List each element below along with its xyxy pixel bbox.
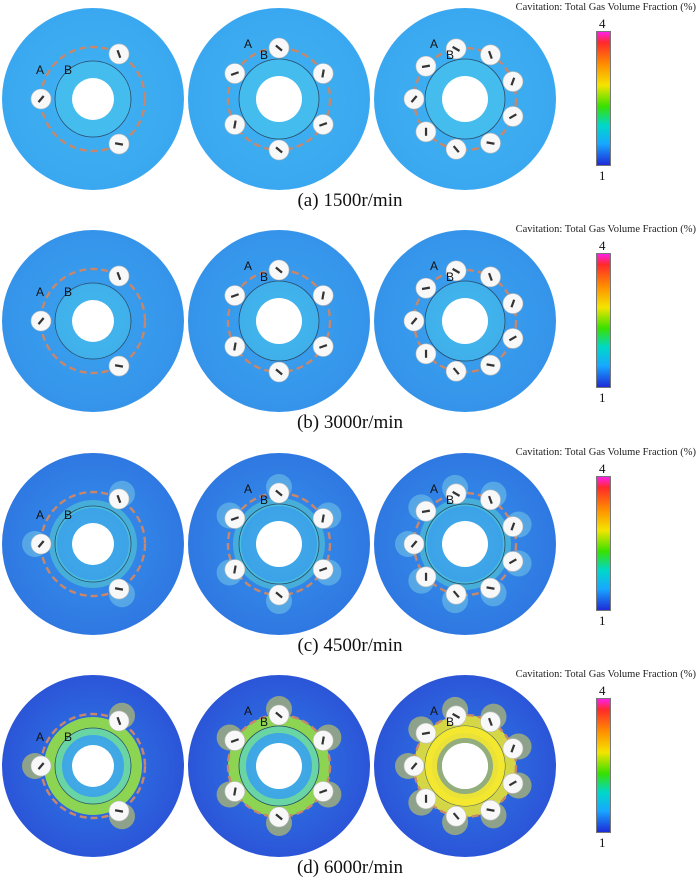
label-b: B (260, 270, 268, 284)
label-a: A (430, 704, 438, 718)
caption-c: (c) 4500r/min (297, 635, 403, 656)
colorbar-title-c: Cavitation: Total Gas Volume Fraction (%… (515, 447, 696, 458)
colorbar-b (596, 253, 611, 388)
caption-a: (a) 1500r/min (297, 190, 403, 211)
label-a: A (430, 259, 438, 273)
disc-2-2: AB (374, 453, 556, 635)
label-a: A (36, 508, 44, 522)
label-b: B (446, 48, 454, 62)
disc-3-2: AB (374, 675, 556, 857)
label-b: B (260, 715, 268, 729)
label-a: A (244, 37, 252, 51)
colorbar-title-b: Cavitation: Total Gas Volume Fraction (%… (515, 224, 696, 235)
caption-d: (d) 6000r/min (296, 857, 404, 878)
disc-3-1: AB (188, 675, 370, 857)
colorbar-min-d: 1 (599, 835, 606, 850)
disc-1-2: AB (374, 230, 556, 412)
label-a: A (430, 37, 438, 51)
colorbar-title-d: Cavitation: Total Gas Volume Fraction (%… (515, 669, 696, 680)
disc-2-1: AB (188, 453, 370, 635)
colorbar-min-a: 1 (599, 168, 606, 183)
colorbar-a (596, 31, 611, 166)
label-b: B (64, 508, 72, 522)
label-b: B (446, 715, 454, 729)
colorbar-title-a: Cavitation: Total Gas Volume Fraction (%… (515, 2, 696, 13)
label-a: A (430, 482, 438, 496)
colorbar-c (596, 476, 611, 611)
label-b: B (64, 63, 72, 77)
label-a: A (36, 730, 44, 744)
disc-0-2: AB (374, 8, 556, 190)
colorbar-max-c: 4 (599, 461, 606, 476)
disc-0-1: AB (188, 8, 370, 190)
label-b: B (260, 48, 268, 62)
label-a: A (244, 259, 252, 273)
colorbar-d (596, 698, 611, 833)
label-b: B (446, 270, 454, 284)
label-b: B (64, 730, 72, 744)
colorbar-max-b: 4 (599, 238, 606, 253)
label-a: A (244, 704, 252, 718)
label-b: B (446, 493, 454, 507)
label-a: A (36, 285, 44, 299)
colorbar-min-c: 1 (599, 613, 606, 628)
colorbar-min-b: 1 (599, 390, 606, 405)
label-a: A (36, 63, 44, 77)
label-a: A (244, 482, 252, 496)
caption-b: (b) 3000r/min (296, 412, 404, 433)
label-b: B (64, 285, 72, 299)
disc-1-1: AB (188, 230, 370, 412)
colorbar-max-a: 4 (599, 16, 606, 31)
colorbar-max-d: 4 (599, 683, 606, 698)
label-b: B (260, 493, 268, 507)
